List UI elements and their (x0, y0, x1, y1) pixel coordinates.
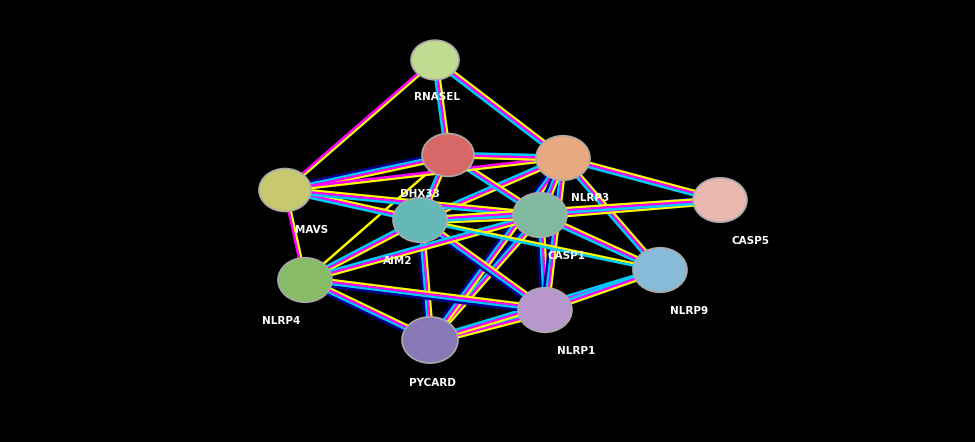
Ellipse shape (419, 47, 451, 73)
Ellipse shape (411, 324, 448, 355)
Ellipse shape (402, 205, 438, 235)
Text: NLRP1: NLRP1 (557, 346, 596, 356)
Text: RNASEL: RNASEL (414, 92, 460, 102)
Ellipse shape (526, 295, 564, 325)
Ellipse shape (513, 193, 567, 237)
Ellipse shape (536, 136, 590, 180)
Ellipse shape (693, 178, 747, 222)
Text: NLRP3: NLRP3 (571, 193, 609, 203)
Text: CASP5: CASP5 (732, 236, 770, 246)
Text: CASP1: CASP1 (548, 251, 586, 261)
Ellipse shape (393, 198, 447, 242)
Ellipse shape (287, 265, 324, 295)
Ellipse shape (402, 317, 458, 363)
Ellipse shape (267, 176, 302, 204)
Text: AIM2: AIM2 (382, 256, 412, 266)
Text: NLRP9: NLRP9 (670, 306, 708, 316)
Text: DHX33: DHX33 (400, 189, 440, 199)
Ellipse shape (518, 288, 572, 332)
Text: NLRP4: NLRP4 (261, 316, 300, 326)
Ellipse shape (278, 258, 332, 302)
Ellipse shape (633, 248, 687, 292)
Ellipse shape (259, 168, 311, 211)
Text: MAVS: MAVS (295, 225, 329, 235)
Ellipse shape (545, 143, 581, 173)
Ellipse shape (422, 133, 474, 176)
Ellipse shape (522, 200, 559, 230)
Ellipse shape (430, 141, 465, 169)
Ellipse shape (411, 40, 459, 80)
Ellipse shape (702, 185, 738, 215)
Text: PYCARD: PYCARD (409, 378, 455, 388)
Ellipse shape (642, 255, 679, 285)
